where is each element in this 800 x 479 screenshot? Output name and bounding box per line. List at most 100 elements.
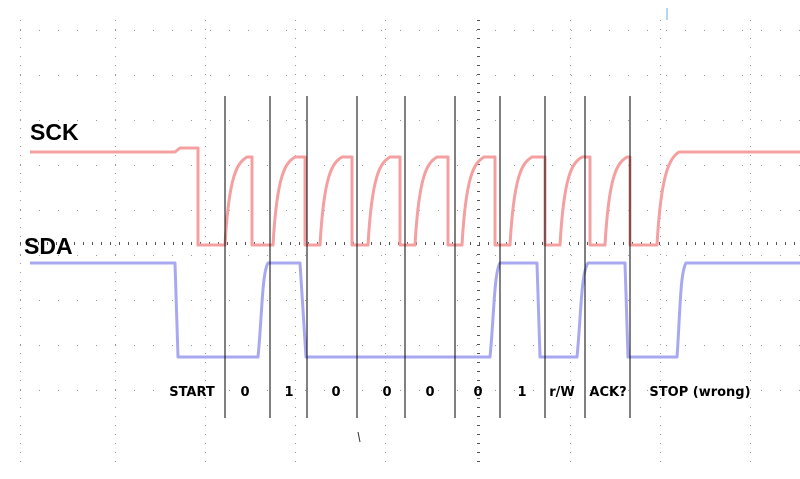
grid-dot <box>666 30 667 31</box>
grid-dot <box>205 182 206 183</box>
grid-dot <box>96 390 97 391</box>
grid-dot <box>660 236 661 237</box>
grid-dot <box>723 255 724 256</box>
grid-dot <box>153 30 154 31</box>
grid-dot <box>295 371 296 372</box>
axis-tick <box>56 242 57 245</box>
grid-dot <box>205 128 206 129</box>
grid-dot <box>385 326 386 327</box>
grid-dot <box>570 182 571 183</box>
grid-dot <box>570 272 571 273</box>
grid-dot <box>570 353 571 354</box>
grid-dot <box>20 128 21 129</box>
grid-dot <box>229 345 230 346</box>
axis-tick <box>164 242 165 245</box>
grid-dot <box>750 443 751 444</box>
grid-dot <box>385 353 386 354</box>
grid-dot <box>685 255 686 256</box>
grid-dot <box>570 263 571 264</box>
grid-dot <box>514 300 515 301</box>
grid-dot <box>571 300 572 301</box>
axis-tick <box>578 242 579 245</box>
grid-dot <box>362 255 363 256</box>
grid-dot <box>295 317 296 318</box>
grid-dot <box>750 128 751 129</box>
grid-dot <box>134 300 135 301</box>
grid-dot <box>385 119 386 120</box>
grid-dot <box>750 425 751 426</box>
grid-dot <box>660 434 661 435</box>
grid-dot <box>77 120 78 121</box>
grid-dot <box>77 165 78 166</box>
axis-tick <box>477 227 480 228</box>
grid-dot <box>570 83 571 84</box>
axis-tick <box>587 242 588 245</box>
grid-dot <box>295 299 296 300</box>
grid-dot <box>20 371 21 372</box>
grid-dot <box>172 345 173 346</box>
grid-dot <box>20 227 21 228</box>
grid-dot <box>495 345 496 346</box>
grid-dot <box>20 398 21 399</box>
axis-tick <box>477 155 480 156</box>
grid-dot <box>115 461 116 462</box>
grid-dot <box>77 75 78 76</box>
grid-dot <box>115 210 116 211</box>
grid-dot <box>295 461 296 462</box>
grid-dot <box>750 299 751 300</box>
grid-dot <box>20 191 21 192</box>
grid-dot <box>115 65 116 66</box>
grid-dot <box>205 425 206 426</box>
grid-dot <box>205 443 206 444</box>
grid-dot <box>571 390 572 391</box>
grid-dot <box>570 218 571 219</box>
grid-dot <box>248 120 249 121</box>
grid-dot <box>134 210 135 211</box>
grid-dot <box>229 75 230 76</box>
grid-dot <box>115 300 116 301</box>
grid-dot <box>570 452 571 453</box>
grid-dot <box>229 390 230 391</box>
grid-dot <box>295 398 296 399</box>
grid-dot <box>295 146 296 147</box>
grid-dot <box>590 300 591 301</box>
grid-dot <box>685 390 686 391</box>
grid-dot <box>153 165 154 166</box>
axis-tick <box>659 242 660 245</box>
axis-tick <box>236 242 237 245</box>
grid-dot <box>570 326 571 327</box>
grid-dot <box>780 30 781 31</box>
grid-dot <box>20 425 21 426</box>
grid-dot <box>761 255 762 256</box>
grid-dot <box>115 173 116 174</box>
grid-dot <box>438 120 439 121</box>
grid-dot <box>723 345 724 346</box>
grid-dot <box>571 255 572 256</box>
grid-dot <box>647 120 648 121</box>
grid-dot <box>210 120 211 121</box>
grid-dot <box>570 335 571 336</box>
grid-dot <box>115 165 116 166</box>
grid-dot <box>742 210 743 211</box>
grid-dot <box>295 290 296 291</box>
grid-dot <box>295 137 296 138</box>
grid-dot <box>58 30 59 31</box>
grid-dot <box>419 75 420 76</box>
grid-dot <box>723 300 724 301</box>
grid-dot <box>39 165 40 166</box>
axis-tick <box>477 74 480 75</box>
grid-dot <box>385 371 386 372</box>
grid-dot <box>704 75 705 76</box>
grid-dot <box>205 92 206 93</box>
grid-dot <box>660 20 661 21</box>
grid-dot <box>750 254 751 255</box>
grid-dot <box>609 165 610 166</box>
grid-dot <box>514 345 515 346</box>
axis-tick <box>749 242 750 245</box>
grid-dot <box>660 173 661 174</box>
grid-dot <box>324 75 325 76</box>
grid-dot <box>205 335 206 336</box>
grid-dot <box>295 380 296 381</box>
grid-dot <box>780 120 781 121</box>
grid-dot <box>400 120 401 121</box>
